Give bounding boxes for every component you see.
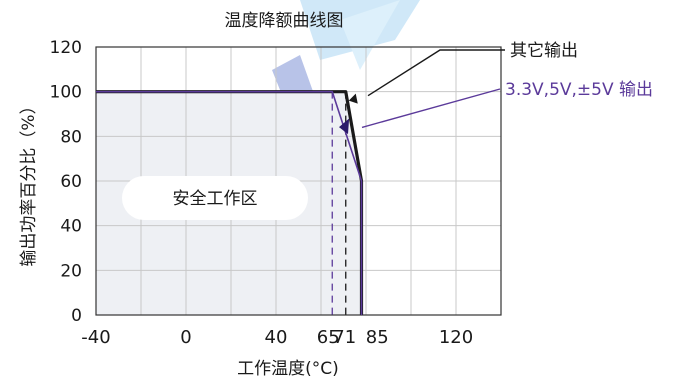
x-axis-label: 工作温度(°C)	[237, 359, 339, 379]
x-tick-label: 85	[366, 327, 389, 348]
safe-zone-pill	[122, 176, 308, 220]
x-tick-label: 120	[439, 327, 473, 348]
x-tick-label: 0	[180, 327, 191, 348]
x-tick-label: -40	[81, 327, 110, 348]
y-tick-label: 120	[50, 38, 82, 58]
arrowhead-low-voltage	[339, 118, 350, 135]
x-tick-label: 71	[333, 327, 356, 348]
x-tick-label: 40	[265, 327, 288, 348]
y-tick-label: 60	[60, 172, 82, 192]
legend: 其它输出 3.3V,5V,±5V 输出	[339, 41, 653, 135]
chart-title: 温度降额曲线图	[225, 11, 344, 31]
legend-label-low-voltage: 3.3V,5V,±5V 输出	[505, 80, 653, 100]
safe-zone-label: 安全工作区	[173, 189, 258, 209]
y-tick-label: 40	[60, 217, 82, 237]
legend-label-other: 其它输出	[510, 41, 578, 61]
y-tick-label: 0	[71, 306, 82, 326]
y-axis-label: 输出功率百分比（%）	[19, 97, 39, 266]
leader-line-low-voltage	[361, 88, 501, 129]
arrowhead-other	[348, 93, 358, 104]
y-tick-label: 80	[60, 127, 82, 147]
leader-line-other	[367, 49, 505, 97]
x-tick-label: 65	[317, 327, 340, 348]
series-line-1	[96, 90, 363, 315]
plot-frame	[95, 46, 502, 316]
y-tick-label: 100	[50, 83, 82, 103]
y-tick-label: 20	[60, 261, 82, 281]
